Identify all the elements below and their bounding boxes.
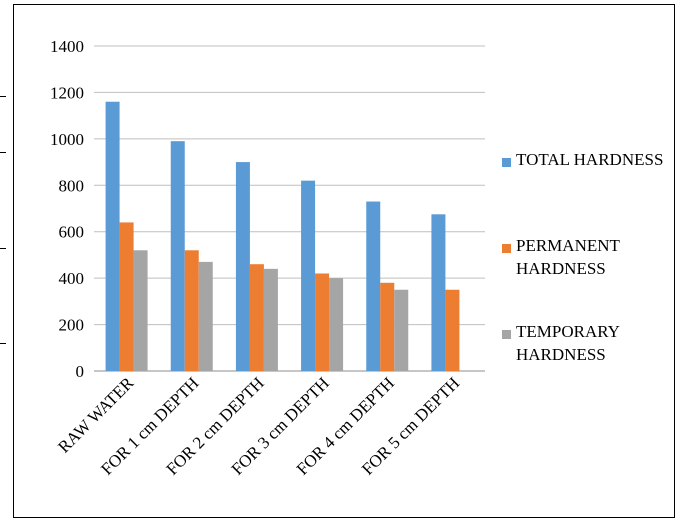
bar <box>184 250 199 371</box>
page-edge-mark <box>0 96 6 97</box>
bar <box>198 261 213 371</box>
y-tick-label: 1200 <box>50 83 84 102</box>
gridlines <box>94 45 485 372</box>
bar <box>329 278 344 371</box>
legend-label-temporary: TEMPORARY HARDNESS <box>516 322 620 364</box>
bar <box>249 264 264 371</box>
legend-item-temporary-hardness: TEMPORARY HARDNESS <box>502 320 672 406</box>
y-tick-label: 600 <box>59 223 85 242</box>
y-tick-label: 1400 <box>50 37 84 56</box>
bar <box>301 180 316 371</box>
bar <box>170 141 185 371</box>
bars <box>105 101 460 371</box>
legend-swatch-permanent <box>502 244 511 253</box>
legend-label-total: TOTAL HARDNESS <box>516 150 664 169</box>
bar <box>263 268 278 371</box>
y-tick-label: 400 <box>59 269 85 288</box>
legend: TOTAL HARDNESS PERMANENT HARDNESS TEMPOR… <box>502 148 672 406</box>
bar <box>431 214 446 371</box>
y-tick-label: 0 <box>76 362 85 381</box>
y-axis-tick-labels: 0 200 400 600 800 1000 1200 1400 <box>50 37 84 381</box>
y-tick-label: 1000 <box>50 130 84 149</box>
legend-label-permanent: PERMANENT HARDNESS <box>516 236 620 278</box>
legend-item-permanent-hardness: PERMANENT HARDNESS <box>502 234 672 320</box>
y-tick-label: 200 <box>59 316 85 335</box>
bar <box>133 250 148 371</box>
legend-swatch-total <box>502 158 511 167</box>
bar <box>445 289 460 371</box>
bar <box>105 101 120 371</box>
bar <box>235 162 250 371</box>
page-edge-mark <box>0 343 6 344</box>
legend-swatch-temporary <box>502 330 511 339</box>
bar <box>315 273 330 371</box>
page-edge-mark <box>0 248 6 249</box>
bar <box>366 201 381 371</box>
bar <box>394 289 409 371</box>
bar <box>380 282 395 371</box>
y-tick-label: 800 <box>59 176 85 195</box>
bar <box>119 222 134 371</box>
legend-item-total-hardness: TOTAL HARDNESS <box>502 148 672 234</box>
page-edge-mark <box>0 152 6 153</box>
